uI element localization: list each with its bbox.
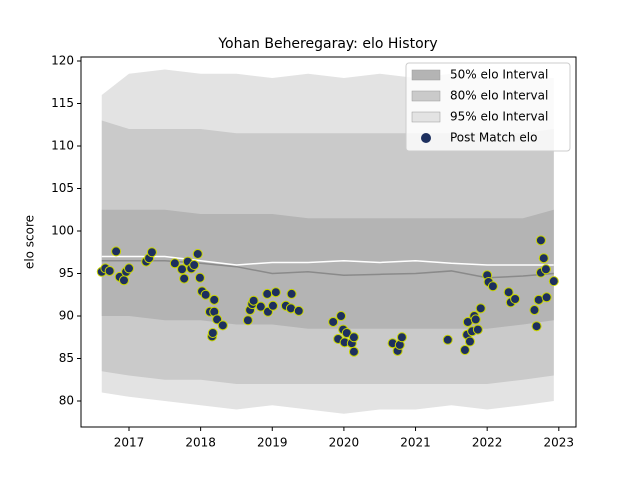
match-point bbox=[487, 281, 498, 292]
match-point bbox=[212, 314, 223, 325]
match-point bbox=[248, 295, 259, 306]
match-point bbox=[396, 332, 407, 343]
x-tick-label: 2022 bbox=[472, 436, 503, 450]
legend-marker bbox=[421, 133, 431, 143]
y-tick-label: 115 bbox=[51, 96, 74, 110]
match-point bbox=[529, 305, 540, 316]
legend-label: Post Match elo bbox=[450, 131, 537, 145]
match-point bbox=[548, 276, 559, 287]
y-tick-label: 105 bbox=[51, 181, 74, 195]
match-point bbox=[242, 315, 253, 326]
match-point bbox=[341, 327, 352, 338]
x-tick-label: 2020 bbox=[329, 436, 360, 450]
match-point bbox=[111, 246, 122, 257]
y-axis-label: elo score bbox=[23, 215, 37, 269]
interval-band bbox=[101, 209, 554, 329]
match-point bbox=[510, 293, 521, 304]
match-point bbox=[270, 287, 281, 298]
match-point bbox=[255, 301, 266, 312]
match-point bbox=[503, 287, 514, 298]
match-point bbox=[531, 321, 542, 332]
match-point bbox=[348, 332, 359, 343]
y-tick-label: 85 bbox=[59, 351, 74, 365]
match-point bbox=[267, 300, 278, 311]
x-tick-label: 2023 bbox=[544, 436, 575, 450]
match-point bbox=[104, 265, 115, 276]
y-tick-label: 120 bbox=[51, 53, 74, 67]
match-point bbox=[464, 336, 475, 347]
chart-title: Yohan Beheregaray: elo History bbox=[217, 36, 437, 52]
match-point bbox=[207, 327, 218, 338]
match-point bbox=[217, 320, 228, 331]
match-point bbox=[286, 288, 297, 299]
match-point bbox=[209, 294, 220, 305]
legend-swatch bbox=[411, 111, 441, 123]
axes-frame bbox=[80, 56, 577, 428]
legend-swatch bbox=[411, 69, 441, 81]
match-point bbox=[262, 288, 273, 299]
y-tick-label: 90 bbox=[59, 308, 74, 322]
elo-line bbox=[101, 255, 554, 266]
match-point bbox=[535, 235, 546, 246]
match-point bbox=[123, 263, 134, 274]
y-tick-label: 110 bbox=[51, 138, 74, 152]
match-point bbox=[541, 292, 552, 303]
match-point bbox=[472, 324, 483, 335]
legend-box bbox=[405, 62, 571, 152]
match-point bbox=[189, 259, 200, 270]
match-point bbox=[200, 289, 211, 300]
x-tick-label: 2017 bbox=[114, 436, 145, 450]
y-tick-label: 80 bbox=[59, 393, 74, 407]
match-point bbox=[470, 314, 481, 325]
match-point bbox=[293, 305, 304, 316]
match-point bbox=[169, 258, 180, 269]
legend-label: 95% elo Interval bbox=[450, 110, 548, 124]
match-point bbox=[192, 248, 203, 259]
match-point bbox=[328, 316, 339, 327]
legend-label: 80% elo Interval bbox=[450, 89, 548, 103]
x-tick-label: 2019 bbox=[257, 436, 288, 450]
match-point bbox=[179, 273, 190, 284]
match-point bbox=[348, 346, 359, 357]
y-tick-label: 100 bbox=[51, 223, 74, 237]
legend-swatch bbox=[411, 90, 441, 102]
x-tick-label: 2021 bbox=[400, 436, 431, 450]
match-point bbox=[540, 264, 551, 275]
match-point bbox=[118, 275, 129, 286]
match-point bbox=[538, 253, 549, 264]
match-point bbox=[475, 303, 486, 314]
match-point bbox=[194, 272, 205, 283]
match-point bbox=[459, 344, 470, 355]
legend-label: 50% elo Interval bbox=[450, 68, 548, 82]
y-tick-label: 95 bbox=[59, 266, 74, 280]
plot-area bbox=[96, 69, 559, 414]
x-tick-label: 2018 bbox=[185, 436, 216, 450]
match-point bbox=[336, 310, 347, 321]
match-point bbox=[146, 247, 157, 258]
match-point bbox=[442, 334, 453, 345]
match-point bbox=[177, 264, 188, 275]
